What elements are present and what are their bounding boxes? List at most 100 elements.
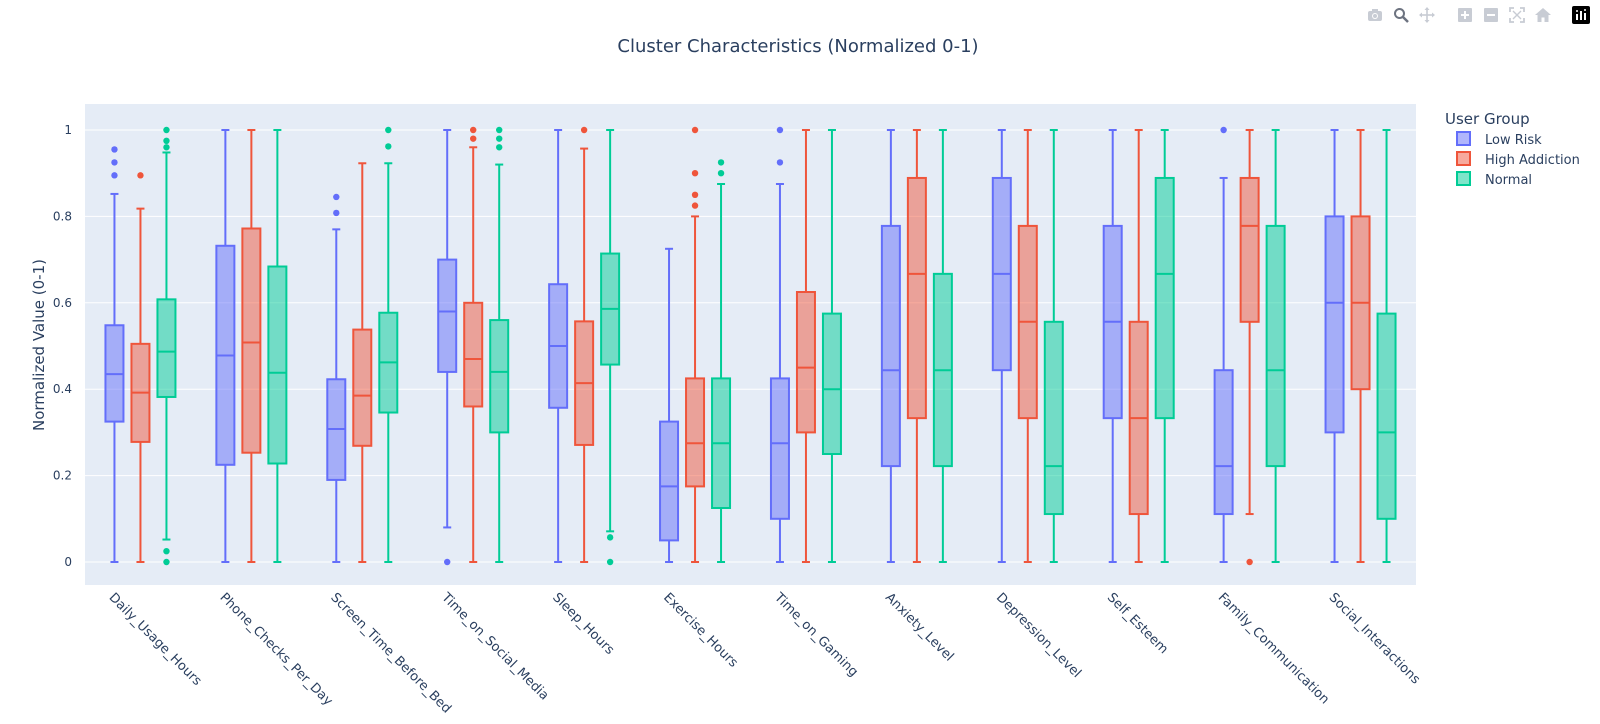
outlier-point[interactable] (385, 143, 392, 150)
outlier-point[interactable] (470, 126, 477, 134)
x-tick-label: Sleep_Hours (549, 590, 617, 658)
box[interactable] (437, 129, 458, 566)
box[interactable] (932, 129, 953, 563)
outlier-point[interactable] (137, 172, 144, 179)
box[interactable] (489, 126, 510, 563)
box[interactable] (156, 126, 177, 566)
box[interactable] (1350, 129, 1371, 563)
box[interactable] (326, 193, 347, 563)
box[interactable] (821, 129, 842, 563)
autoscale-icon[interactable] (1506, 4, 1528, 26)
box[interactable] (1154, 129, 1175, 563)
outlier-point[interactable] (163, 558, 170, 566)
outlier-point[interactable] (496, 135, 503, 142)
outlier-point[interactable] (606, 534, 614, 541)
legend-item-high-addiction[interactable]: High Addiction (1456, 151, 1580, 168)
x-tick-label: Family_Communication (1215, 590, 1332, 707)
box[interactable] (352, 162, 373, 563)
box[interactable] (659, 247, 680, 563)
x-tick-label: Daily_Usage_Hours (106, 590, 205, 689)
box[interactable] (1265, 129, 1286, 563)
series-normal (156, 126, 1397, 566)
outlier-point[interactable] (444, 558, 451, 566)
outlier-point[interactable] (691, 170, 699, 177)
box[interactable] (267, 129, 288, 563)
box-body (1265, 224, 1286, 468)
x-tick-label: Phone_Checks_Per_Day (217, 590, 336, 709)
outlier-point[interactable] (776, 159, 784, 166)
outlier-point[interactable] (717, 159, 725, 166)
home-icon[interactable] (1532, 4, 1554, 26)
legend-label: Low Risk (1485, 133, 1542, 148)
box[interactable] (1017, 129, 1038, 563)
outlier-point[interactable] (333, 193, 340, 201)
y-axis-title: Normalized Value (0-1) (30, 259, 48, 431)
box[interactable] (1102, 129, 1123, 563)
box[interactable] (215, 129, 236, 563)
outlier-point[interactable] (717, 170, 725, 177)
camera-icon[interactable] (1364, 4, 1386, 26)
outlier-point[interactable] (111, 146, 118, 153)
outlier-point[interactable] (691, 191, 699, 198)
box[interactable] (548, 129, 569, 563)
series-low-risk (104, 126, 1345, 566)
box[interactable] (906, 129, 927, 563)
box-body (352, 328, 373, 447)
box[interactable] (795, 129, 816, 563)
x-tick-label: Social_Interactions (1326, 590, 1423, 687)
outlier-point[interactable] (163, 126, 170, 134)
outlier-point[interactable] (776, 126, 784, 134)
outlier-point[interactable] (496, 126, 503, 134)
outlier-point[interactable] (163, 548, 170, 555)
outlier-point[interactable] (1220, 126, 1227, 134)
box[interactable] (769, 126, 790, 563)
y-tick-label: 0 (64, 555, 72, 569)
box[interactable] (104, 146, 125, 563)
box[interactable] (241, 129, 262, 563)
outlier-point[interactable] (691, 202, 699, 209)
box[interactable] (574, 126, 595, 563)
legend-swatch (1456, 151, 1471, 166)
outlier-point[interactable] (606, 558, 614, 566)
box[interactable] (1128, 129, 1149, 563)
outlier-point[interactable] (333, 209, 340, 217)
outlier-point[interactable] (111, 159, 118, 166)
box[interactable] (1239, 129, 1260, 566)
outlier-point[interactable] (1246, 558, 1253, 566)
outlier-point[interactable] (163, 137, 170, 144)
chart-title: Cluster Characteristics (Normalized 0-1) (617, 36, 978, 57)
zoom-in-icon[interactable] (1454, 4, 1476, 26)
x-tick-label: Depression_Level (993, 590, 1084, 681)
x-tick-label: Screen_Time_Before_Bed (327, 590, 453, 716)
legend-item-normal[interactable]: Normal (1456, 171, 1532, 188)
box-body (267, 265, 288, 465)
box[interactable] (1043, 129, 1064, 563)
box[interactable] (685, 126, 706, 563)
outlier-point[interactable] (163, 144, 170, 151)
zoom-icon[interactable] (1390, 4, 1412, 26)
box-body (1154, 176, 1175, 420)
box[interactable] (711, 159, 732, 563)
outlier-point[interactable] (111, 172, 118, 179)
box-body (880, 224, 901, 468)
zoom-out-icon[interactable] (1480, 4, 1502, 26)
box[interactable] (991, 129, 1012, 563)
box[interactable] (463, 126, 484, 563)
outlier-point[interactable] (691, 126, 699, 134)
box[interactable] (1213, 126, 1234, 563)
plotly-logo-icon[interactable] (1570, 4, 1592, 26)
box[interactable] (1324, 129, 1345, 563)
box[interactable] (880, 129, 901, 563)
box[interactable] (130, 172, 151, 563)
pan-icon[interactable] (1416, 4, 1438, 26)
box-body (1213, 369, 1234, 516)
outlier-point[interactable] (496, 144, 503, 151)
box[interactable] (1376, 129, 1397, 563)
box[interactable] (600, 129, 621, 566)
outlier-point[interactable] (385, 126, 392, 134)
outlier-point[interactable] (580, 126, 588, 134)
box[interactable] (378, 126, 399, 563)
legend-item-low-risk[interactable]: Low Risk (1456, 131, 1542, 148)
outlier-point[interactable] (470, 135, 477, 142)
